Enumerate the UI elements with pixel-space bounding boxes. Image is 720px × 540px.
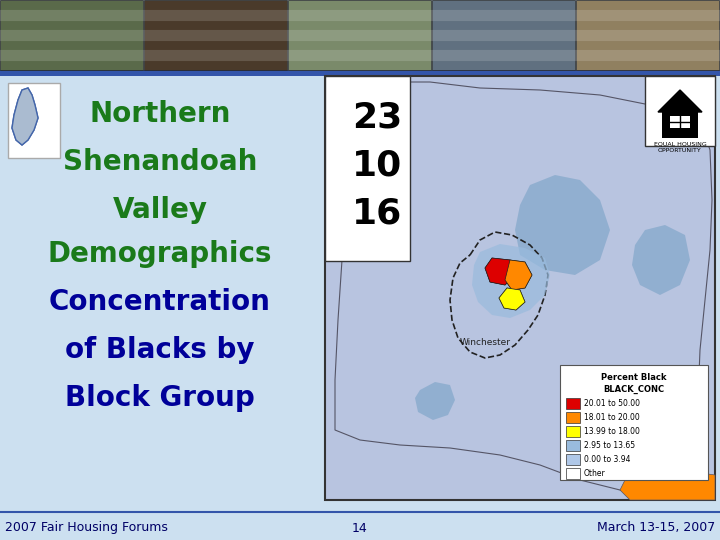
Polygon shape <box>515 175 610 275</box>
Text: 23: 23 <box>352 100 402 134</box>
Polygon shape <box>632 225 690 295</box>
Text: 0.00 to 3.94: 0.00 to 3.94 <box>584 455 631 464</box>
Text: Demographics: Demographics <box>48 240 272 268</box>
Polygon shape <box>505 260 532 290</box>
Text: 18.01 to 20.00: 18.01 to 20.00 <box>584 413 640 422</box>
Bar <box>0 0 143 70</box>
Bar <box>576 0 719 70</box>
Text: EQUAL HOUSING
OPPORTUNITY: EQUAL HOUSING OPPORTUNITY <box>654 142 706 153</box>
Polygon shape <box>499 288 525 310</box>
Bar <box>662 112 698 138</box>
Polygon shape <box>505 260 532 290</box>
Bar <box>0 70 720 76</box>
Text: 20.01 to 50.00: 20.01 to 50.00 <box>584 399 640 408</box>
Bar <box>288 0 431 70</box>
Text: of Blacks by: of Blacks by <box>66 336 255 364</box>
Text: Percent Black: Percent Black <box>601 373 667 382</box>
Bar <box>432 0 575 70</box>
Bar <box>566 454 580 465</box>
Text: Other: Other <box>584 469 606 478</box>
Bar <box>560 365 708 480</box>
Polygon shape <box>485 258 515 285</box>
Bar <box>566 440 580 451</box>
Text: 13.99 to 18.00: 13.99 to 18.00 <box>584 427 640 436</box>
Bar <box>566 398 580 409</box>
Text: Shenandoah: Shenandoah <box>63 148 257 176</box>
Polygon shape <box>472 244 550 318</box>
Polygon shape <box>335 82 712 498</box>
Text: 2007 Fair Housing Forums: 2007 Fair Housing Forums <box>5 522 168 535</box>
Text: Concentration: Concentration <box>49 288 271 316</box>
Polygon shape <box>658 90 702 112</box>
Polygon shape <box>12 88 38 145</box>
Bar <box>325 76 410 261</box>
Polygon shape <box>415 382 455 420</box>
Text: Block Group: Block Group <box>65 384 255 412</box>
Polygon shape <box>12 88 38 145</box>
Text: March 13-15, 2007: March 13-15, 2007 <box>597 522 715 535</box>
Text: 16: 16 <box>352 196 402 230</box>
Bar <box>325 76 715 500</box>
Text: 14: 14 <box>352 522 368 535</box>
Bar <box>670 116 690 128</box>
Bar <box>645 76 715 146</box>
Text: Valley: Valley <box>112 196 207 224</box>
Polygon shape <box>620 460 715 500</box>
Text: 10: 10 <box>352 148 402 182</box>
Bar <box>144 0 287 70</box>
Polygon shape <box>485 258 515 285</box>
Bar <box>566 412 580 423</box>
Bar <box>566 426 580 437</box>
Text: BLACK_CONC: BLACK_CONC <box>603 385 665 394</box>
Bar <box>8 83 60 158</box>
Text: Winchester: Winchester <box>460 338 511 347</box>
Polygon shape <box>499 288 525 310</box>
Text: Northern: Northern <box>89 100 230 128</box>
Text: 2.95 to 13.65: 2.95 to 13.65 <box>584 441 635 450</box>
Bar <box>566 468 580 479</box>
Bar <box>0 76 720 540</box>
